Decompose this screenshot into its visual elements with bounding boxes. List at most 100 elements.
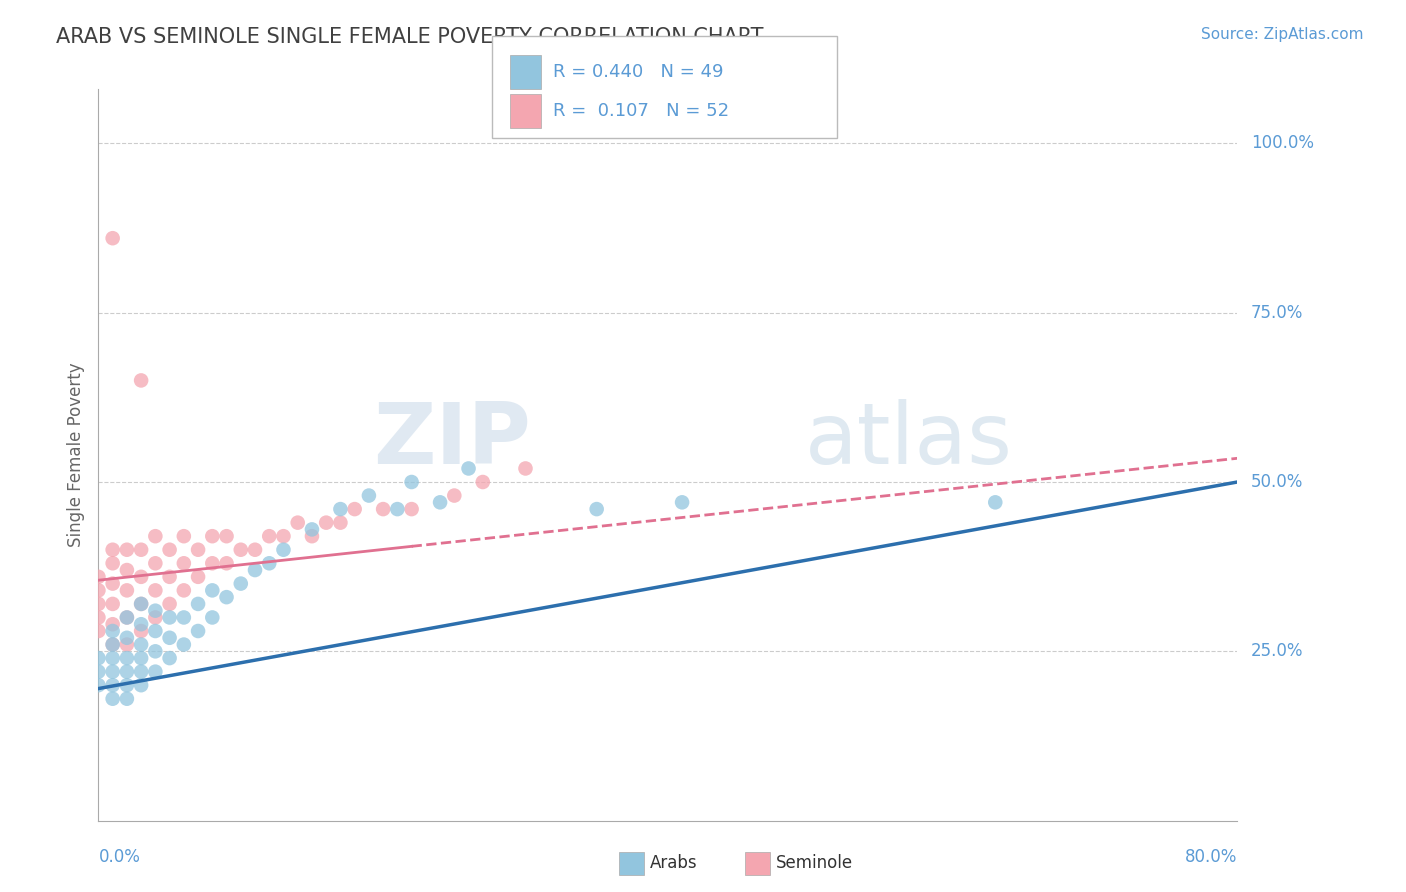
Point bbox=[387, 502, 409, 516]
Point bbox=[201, 529, 224, 543]
Point bbox=[671, 495, 693, 509]
Point bbox=[115, 678, 138, 692]
Point bbox=[187, 542, 209, 557]
Point bbox=[129, 651, 152, 665]
Point bbox=[101, 651, 124, 665]
Text: Seminole: Seminole bbox=[776, 855, 853, 872]
Point bbox=[101, 691, 124, 706]
Point bbox=[259, 529, 281, 543]
Text: 75.0%: 75.0% bbox=[1251, 303, 1303, 322]
Text: R =  0.107   N = 52: R = 0.107 N = 52 bbox=[553, 102, 728, 120]
Point bbox=[115, 583, 138, 598]
Point bbox=[129, 665, 152, 679]
Point bbox=[401, 502, 423, 516]
Point bbox=[129, 597, 152, 611]
Point bbox=[129, 624, 152, 638]
Text: 25.0%: 25.0% bbox=[1251, 642, 1303, 660]
Point bbox=[515, 461, 537, 475]
Point bbox=[87, 651, 110, 665]
Point bbox=[145, 604, 167, 618]
Point bbox=[401, 475, 423, 489]
Point bbox=[129, 638, 152, 652]
Point bbox=[129, 570, 152, 584]
Point bbox=[984, 495, 1007, 509]
Point bbox=[101, 624, 124, 638]
Point bbox=[115, 610, 138, 624]
Text: 0.0%: 0.0% bbox=[98, 847, 141, 866]
Point bbox=[273, 542, 295, 557]
Point bbox=[287, 516, 309, 530]
Point bbox=[357, 489, 380, 503]
Point bbox=[129, 373, 152, 387]
Point bbox=[159, 610, 181, 624]
Point bbox=[115, 651, 138, 665]
Text: Source: ZipAtlas.com: Source: ZipAtlas.com bbox=[1201, 27, 1364, 42]
Point bbox=[471, 475, 494, 489]
Point bbox=[115, 563, 138, 577]
Point bbox=[145, 556, 167, 570]
Point bbox=[145, 583, 167, 598]
Point bbox=[145, 529, 167, 543]
Point bbox=[215, 529, 238, 543]
Point bbox=[159, 597, 181, 611]
Point bbox=[229, 542, 252, 557]
Text: R = 0.440   N = 49: R = 0.440 N = 49 bbox=[553, 63, 723, 81]
Point bbox=[87, 583, 110, 598]
Point bbox=[173, 610, 195, 624]
Text: ZIP: ZIP bbox=[374, 399, 531, 482]
Point bbox=[87, 570, 110, 584]
Point bbox=[87, 597, 110, 611]
Point bbox=[145, 610, 167, 624]
Point bbox=[173, 529, 195, 543]
Point bbox=[145, 624, 167, 638]
Point bbox=[101, 665, 124, 679]
Text: Arabs: Arabs bbox=[650, 855, 697, 872]
Point bbox=[273, 529, 295, 543]
Point bbox=[87, 665, 110, 679]
Point bbox=[115, 691, 138, 706]
Point bbox=[443, 489, 465, 503]
Text: ARAB VS SEMINOLE SINGLE FEMALE POVERTY CORRELATION CHART: ARAB VS SEMINOLE SINGLE FEMALE POVERTY C… bbox=[56, 27, 763, 46]
Point bbox=[101, 617, 124, 632]
Point bbox=[115, 638, 138, 652]
Point bbox=[173, 556, 195, 570]
Point bbox=[187, 597, 209, 611]
Point bbox=[101, 556, 124, 570]
Point bbox=[101, 542, 124, 557]
Point bbox=[173, 638, 195, 652]
Point bbox=[101, 231, 124, 245]
Point bbox=[343, 502, 366, 516]
Point bbox=[315, 516, 337, 530]
Point bbox=[101, 678, 124, 692]
Point bbox=[129, 678, 152, 692]
Point bbox=[259, 556, 281, 570]
Point bbox=[201, 556, 224, 570]
Point bbox=[201, 583, 224, 598]
Point bbox=[159, 542, 181, 557]
Point bbox=[215, 590, 238, 604]
Point bbox=[187, 570, 209, 584]
Y-axis label: Single Female Poverty: Single Female Poverty bbox=[66, 363, 84, 547]
Point bbox=[457, 461, 479, 475]
Point bbox=[115, 665, 138, 679]
Point bbox=[115, 610, 138, 624]
Point bbox=[129, 617, 152, 632]
Point bbox=[145, 665, 167, 679]
Point bbox=[187, 624, 209, 638]
Point bbox=[373, 502, 395, 516]
Point bbox=[201, 610, 224, 624]
Text: atlas: atlas bbox=[804, 399, 1012, 482]
Text: 50.0%: 50.0% bbox=[1251, 473, 1303, 491]
Point bbox=[101, 576, 124, 591]
Point bbox=[301, 529, 323, 543]
Point bbox=[101, 597, 124, 611]
Point bbox=[159, 570, 181, 584]
Point bbox=[301, 523, 323, 537]
Point bbox=[229, 576, 252, 591]
Point bbox=[329, 502, 352, 516]
Point bbox=[173, 583, 195, 598]
Text: 80.0%: 80.0% bbox=[1185, 847, 1237, 866]
Point bbox=[129, 542, 152, 557]
Point bbox=[243, 542, 266, 557]
Point bbox=[159, 631, 181, 645]
